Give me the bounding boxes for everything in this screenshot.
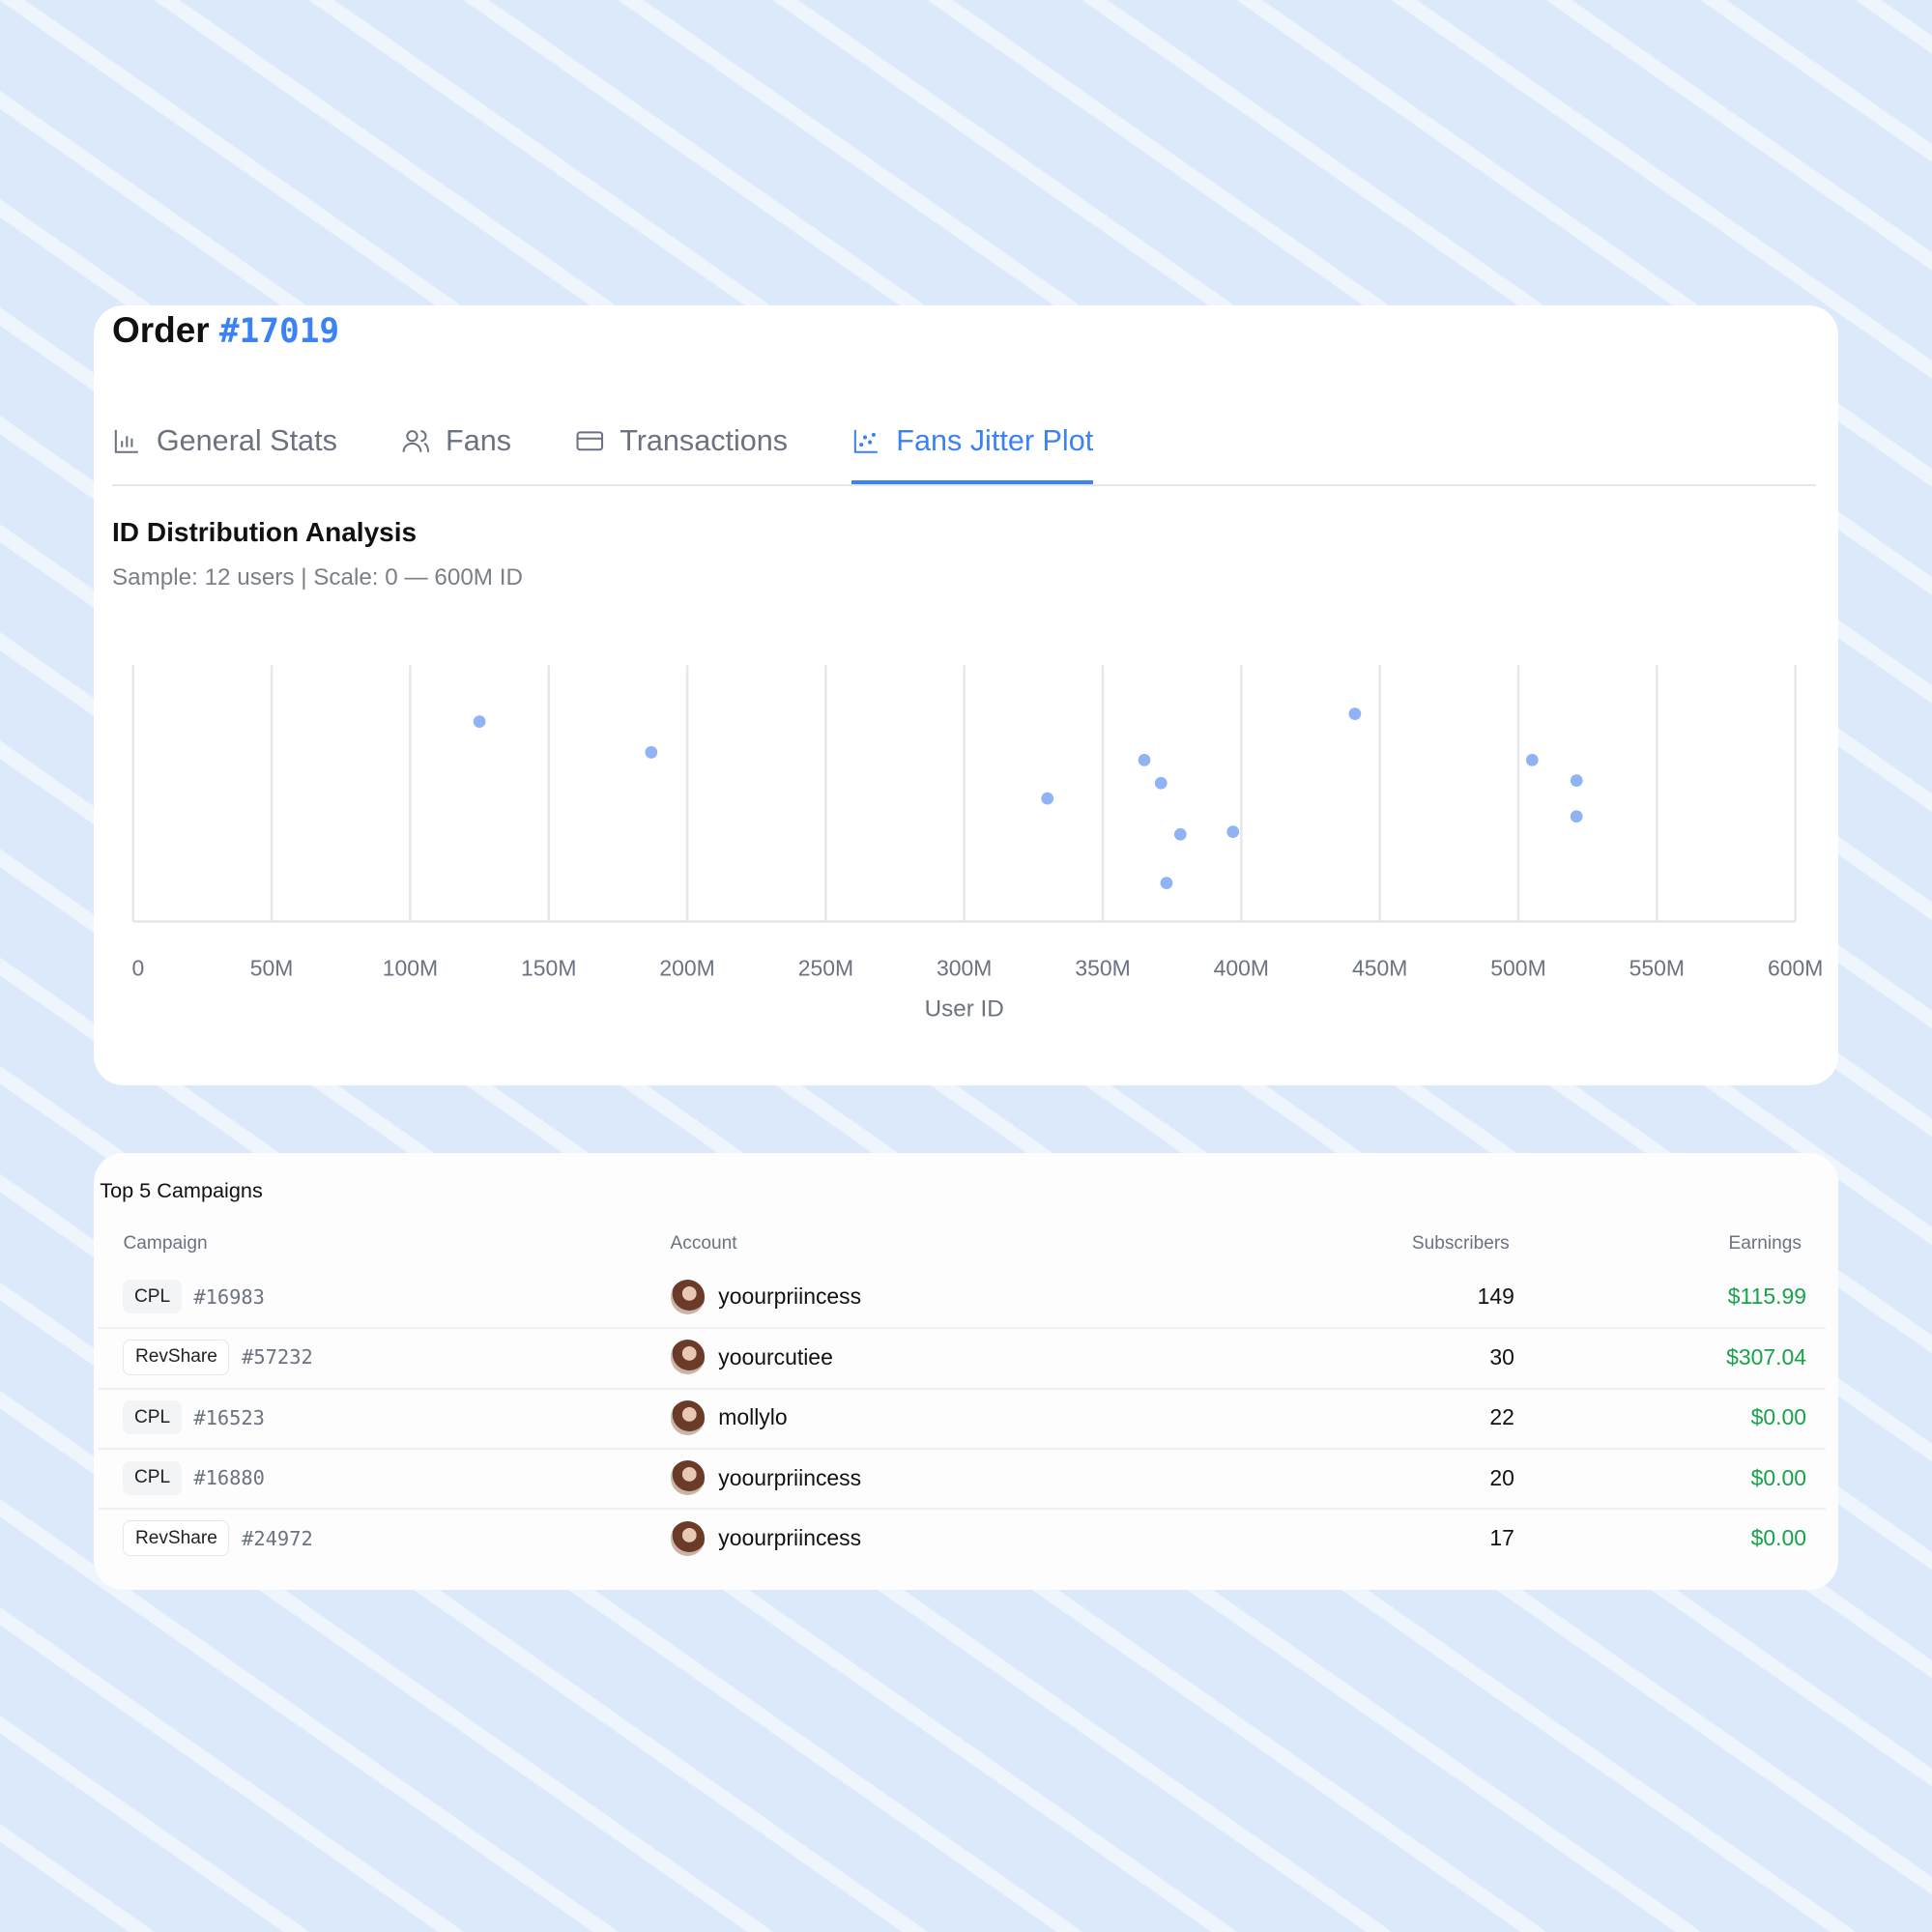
- campaign-type-badge: CPL: [123, 1280, 182, 1314]
- data-point[interactable]: [1226, 825, 1240, 839]
- x-tick-label: 450M: [1352, 956, 1407, 981]
- table-row[interactable]: CPL #16523 mollylo 22 $0.00: [98, 1388, 1827, 1450]
- col-earnings: Earnings: [1728, 1233, 1802, 1254]
- campaigns-card: Top 5 Campaigns Campaign Account Subscri…: [93, 1153, 1839, 1590]
- campaign-type-badge: RevShare: [123, 1520, 230, 1557]
- tab-fans-jitter-plot[interactable]: Fans Jitter Plot: [851, 414, 1094, 485]
- data-point[interactable]: [1173, 828, 1187, 841]
- tab-label: Transactions: [620, 423, 789, 457]
- campaign-type-badge: CPL: [123, 1460, 182, 1495]
- x-tick-label: 400M: [1214, 956, 1269, 981]
- avatar: [670, 1399, 706, 1435]
- x-tick-label: 300M: [937, 956, 992, 981]
- x-tick-label: 50M: [250, 956, 294, 981]
- users-icon: [402, 430, 430, 452]
- avatar: [670, 1340, 706, 1375]
- campaign-id[interactable]: #16983: [193, 1284, 265, 1309]
- x-tick-label: 600M: [1768, 956, 1823, 981]
- data-point[interactable]: [1154, 777, 1168, 790]
- col-campaign: Campaign: [123, 1233, 208, 1254]
- tab-label: Fans: [446, 423, 512, 457]
- order-card: Order #17019 General Stats Fans Transacti…: [93, 305, 1839, 1086]
- account-name[interactable]: yoourcutiee: [718, 1343, 833, 1370]
- campaign-type-badge: CPL: [123, 1400, 182, 1435]
- tab-label: General Stats: [156, 423, 337, 457]
- x-tick-label: 150M: [521, 956, 576, 981]
- campaign-id[interactable]: #16523: [193, 1405, 265, 1429]
- x-tick-label: 200M: [659, 956, 714, 981]
- earnings-value: $0.00: [1750, 1525, 1807, 1551]
- earnings-value: $307.04: [1726, 1343, 1807, 1370]
- campaign-type-badge: RevShare: [123, 1339, 230, 1375]
- bar-chart-icon: [114, 429, 138, 453]
- campaigns-title: Top 5 Campaigns: [100, 1177, 263, 1202]
- subscribers-value: 20: [1489, 1464, 1514, 1490]
- credit-card-icon: [576, 431, 604, 451]
- col-account: Account: [670, 1233, 737, 1254]
- chart-subtitle: Sample: 12 users | Scale: 0 — 600M ID: [112, 563, 523, 591]
- chart-title: ID Distribution Analysis: [112, 517, 418, 548]
- table-row[interactable]: RevShare #24972 yoourpriincess 17 $0.00: [99, 1508, 1826, 1568]
- data-point[interactable]: [1525, 754, 1539, 766]
- campaign-id[interactable]: #57232: [242, 1345, 313, 1370]
- account-name[interactable]: mollylo: [718, 1404, 788, 1430]
- col-subscribers: Subscribers: [1411, 1233, 1510, 1254]
- x-tick-label: 350M: [1075, 956, 1130, 981]
- earnings-value: $0.00: [1750, 1404, 1807, 1430]
- tab-general-stats[interactable]: General Stats: [112, 414, 337, 468]
- x-axis-title: User ID: [925, 996, 1004, 1023]
- x-tick-label: 250M: [798, 956, 853, 981]
- data-point[interactable]: [1138, 754, 1151, 766]
- x-tick-label: 0: [131, 956, 144, 981]
- data-point[interactable]: [1570, 810, 1583, 823]
- subscribers-value: 17: [1489, 1525, 1514, 1551]
- x-tick-label: 500M: [1490, 956, 1545, 981]
- campaign-id[interactable]: #24972: [242, 1526, 313, 1550]
- subscribers-value: 22: [1489, 1404, 1514, 1430]
- title-label: Order: [112, 310, 210, 351]
- subscribers-value: 149: [1477, 1283, 1514, 1310]
- avatar: [670, 1520, 706, 1556]
- jitter-plot: 0 50M 100M 150M 200M 250M 300M 350M 400M 450M 500M…: [131, 665, 1823, 1023]
- table-row[interactable]: RevShare #57232 yoourcutiee 30 $307.04: [98, 1327, 1827, 1390]
- subscribers-value: 30: [1489, 1343, 1514, 1370]
- earnings-value: $0.00: [1750, 1464, 1807, 1490]
- page-title: Order #17019: [112, 310, 339, 351]
- table-row[interactable]: CPL #16983 yoourpriincess 149 $115.99: [98, 1267, 1827, 1330]
- earnings-value: $115.99: [1727, 1283, 1807, 1310]
- tab-bar: General Stats Fans Transactions Fans Jit…: [112, 414, 1817, 487]
- scatter-chart-icon: [854, 429, 879, 453]
- data-point[interactable]: [1570, 774, 1583, 788]
- x-tick-label: 100M: [383, 956, 438, 981]
- table-row[interactable]: CPL #16880 yoourpriincess 20 $0.00: [98, 1448, 1827, 1511]
- tab-label: Fans Jitter Plot: [896, 423, 1094, 457]
- order-number: #17019: [218, 312, 340, 352]
- data-point[interactable]: [1041, 792, 1053, 805]
- avatar: [670, 1279, 706, 1314]
- account-name[interactable]: yoourpriincess: [718, 1283, 862, 1310]
- account-name[interactable]: yoourpriincess: [718, 1525, 862, 1551]
- tab-fans[interactable]: Fans: [401, 414, 511, 468]
- data-point[interactable]: [1160, 877, 1173, 890]
- tab-transactions[interactable]: Transactions: [575, 414, 788, 468]
- data-point[interactable]: [1348, 707, 1362, 721]
- account-name[interactable]: yoourpriincess: [718, 1464, 862, 1490]
- data-point[interactable]: [473, 715, 486, 729]
- data-point[interactable]: [645, 746, 658, 759]
- campaign-id[interactable]: #16880: [193, 1466, 265, 1490]
- avatar: [670, 1460, 706, 1496]
- x-tick-label: 550M: [1629, 956, 1685, 981]
